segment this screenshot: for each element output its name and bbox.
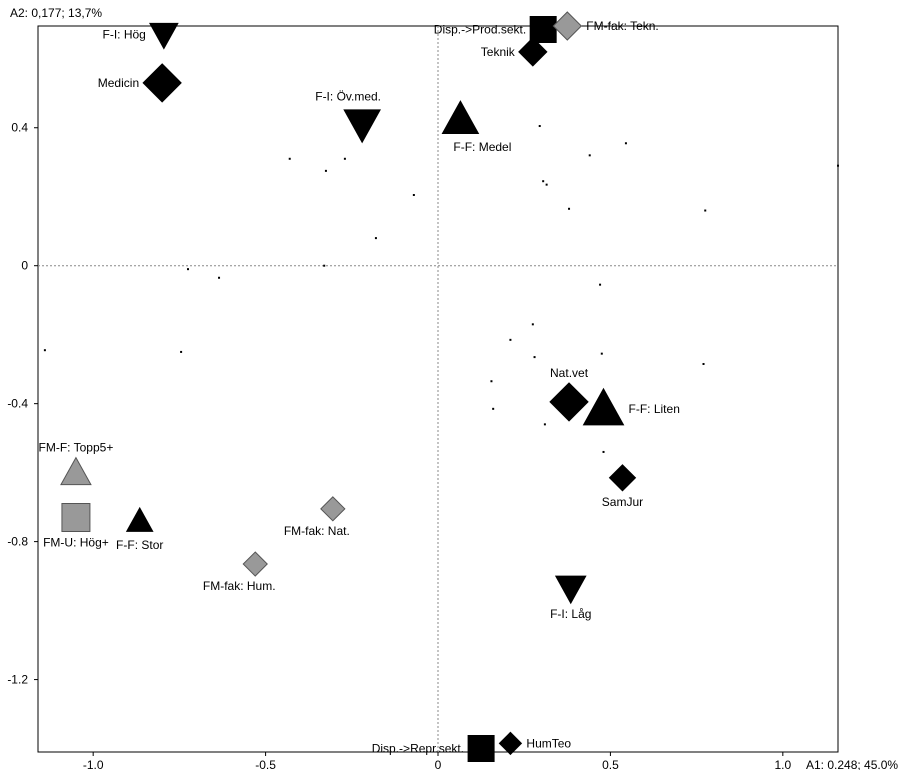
- point-label: SamJur: [602, 495, 643, 509]
- point-label: Disp.->Repr.sekt.: [372, 742, 464, 756]
- small-point: [490, 380, 493, 383]
- small-point: [538, 125, 541, 128]
- x-tick-label: -0.5: [255, 758, 276, 770]
- small-point: [288, 157, 291, 160]
- small-point: [180, 350, 183, 353]
- point-square: [529, 15, 557, 43]
- point-label: FM-U: Hög+: [43, 535, 109, 549]
- x-tick-label: 0: [435, 758, 442, 770]
- small-point: [568, 207, 571, 210]
- point-label: F-I: Låg: [550, 607, 591, 621]
- y-tick-label: 0: [21, 259, 28, 273]
- small-point: [542, 180, 545, 183]
- point-label: HumTeo: [526, 736, 571, 750]
- small-point: [533, 356, 536, 359]
- x-tick-label: 0.5: [602, 758, 619, 770]
- category-labels: F-I: Hög Medicin F-I: Öv.med. F-F: Medel Dis…: [39, 19, 680, 756]
- small-point: [704, 209, 707, 212]
- small-point: [43, 349, 46, 352]
- point-diamond: [549, 382, 589, 422]
- point-label: F-I: Öv.med.: [315, 89, 381, 103]
- small-point: [218, 276, 221, 279]
- point-label: Nat.vet: [550, 366, 589, 380]
- point-label: FM-fak: Tekn.: [586, 19, 658, 33]
- point-label: FM-F: Topp5+: [39, 441, 114, 455]
- small-point: [600, 352, 603, 355]
- x-axis-title: A1: 0.248; 45.0%: [806, 758, 898, 770]
- point-diamond: [142, 63, 182, 103]
- category-points: [60, 11, 637, 763]
- small-point: [492, 407, 495, 410]
- small-point: [531, 323, 534, 326]
- point-triangle-down: [343, 109, 381, 144]
- y-tick-label: -0.8: [7, 535, 28, 549]
- point-diamond: [608, 464, 637, 492]
- point-label: FM-fak: Hum.: [203, 579, 276, 593]
- small-point: [588, 154, 591, 157]
- small-point: [187, 268, 189, 271]
- point-label: Medicin: [98, 76, 139, 90]
- point-label: F-F: Medel: [453, 140, 511, 154]
- point-triangle-up: [125, 506, 154, 532]
- x-axis-ticks: -1.0 -0.5 0 0.5 1.0: [83, 752, 791, 770]
- small-point: [412, 193, 415, 196]
- point-triangle-up: [60, 456, 92, 486]
- small-point: [602, 450, 605, 453]
- point-triangle-up: [441, 100, 480, 135]
- small-point: [324, 169, 327, 172]
- small-point: [702, 362, 705, 365]
- point-triangle-up: [582, 387, 625, 426]
- point-diamond: [552, 11, 583, 41]
- small-point: [323, 264, 326, 267]
- zero-lines: [38, 26, 838, 752]
- point-triangle-down: [149, 22, 179, 50]
- small-point: [374, 237, 377, 240]
- point-diamond: [242, 551, 268, 577]
- point-square: [61, 502, 91, 532]
- y-tick-label: -1.2: [7, 673, 28, 687]
- point-diamond: [498, 731, 523, 756]
- small-point: [599, 283, 602, 286]
- point-label: Teknik: [481, 45, 516, 59]
- y-tick-label: 0.4: [11, 121, 28, 135]
- y-tick-label: -0.4: [7, 397, 28, 411]
- point-square: [467, 735, 495, 763]
- small-point: [545, 183, 548, 186]
- small-point: [343, 157, 346, 160]
- point-label: F-F: Liten: [629, 402, 680, 416]
- point-label: F-F: Stor: [116, 538, 163, 552]
- y-axis-ticks: 0.4 0 -0.4 -0.8 -1.2: [7, 121, 38, 687]
- x-tick-label: 1.0: [774, 758, 791, 770]
- x-tick-label: -1.0: [83, 758, 104, 770]
- point-triangle-down: [554, 575, 587, 605]
- point-diamond: [518, 37, 548, 67]
- y-axis-title: A2: 0,177; 13,7%: [10, 6, 102, 20]
- point-diamond: [320, 496, 346, 522]
- small-point: [624, 142, 627, 145]
- small-point: [543, 423, 546, 426]
- point-label: Disp.->Prod.sekt.: [434, 22, 526, 36]
- small-points: [43, 125, 839, 453]
- point-label: F-I: Hög: [103, 28, 146, 42]
- small-point: [509, 338, 512, 341]
- point-label: FM-fak: Nat.: [284, 524, 350, 538]
- small-point: [837, 164, 839, 167]
